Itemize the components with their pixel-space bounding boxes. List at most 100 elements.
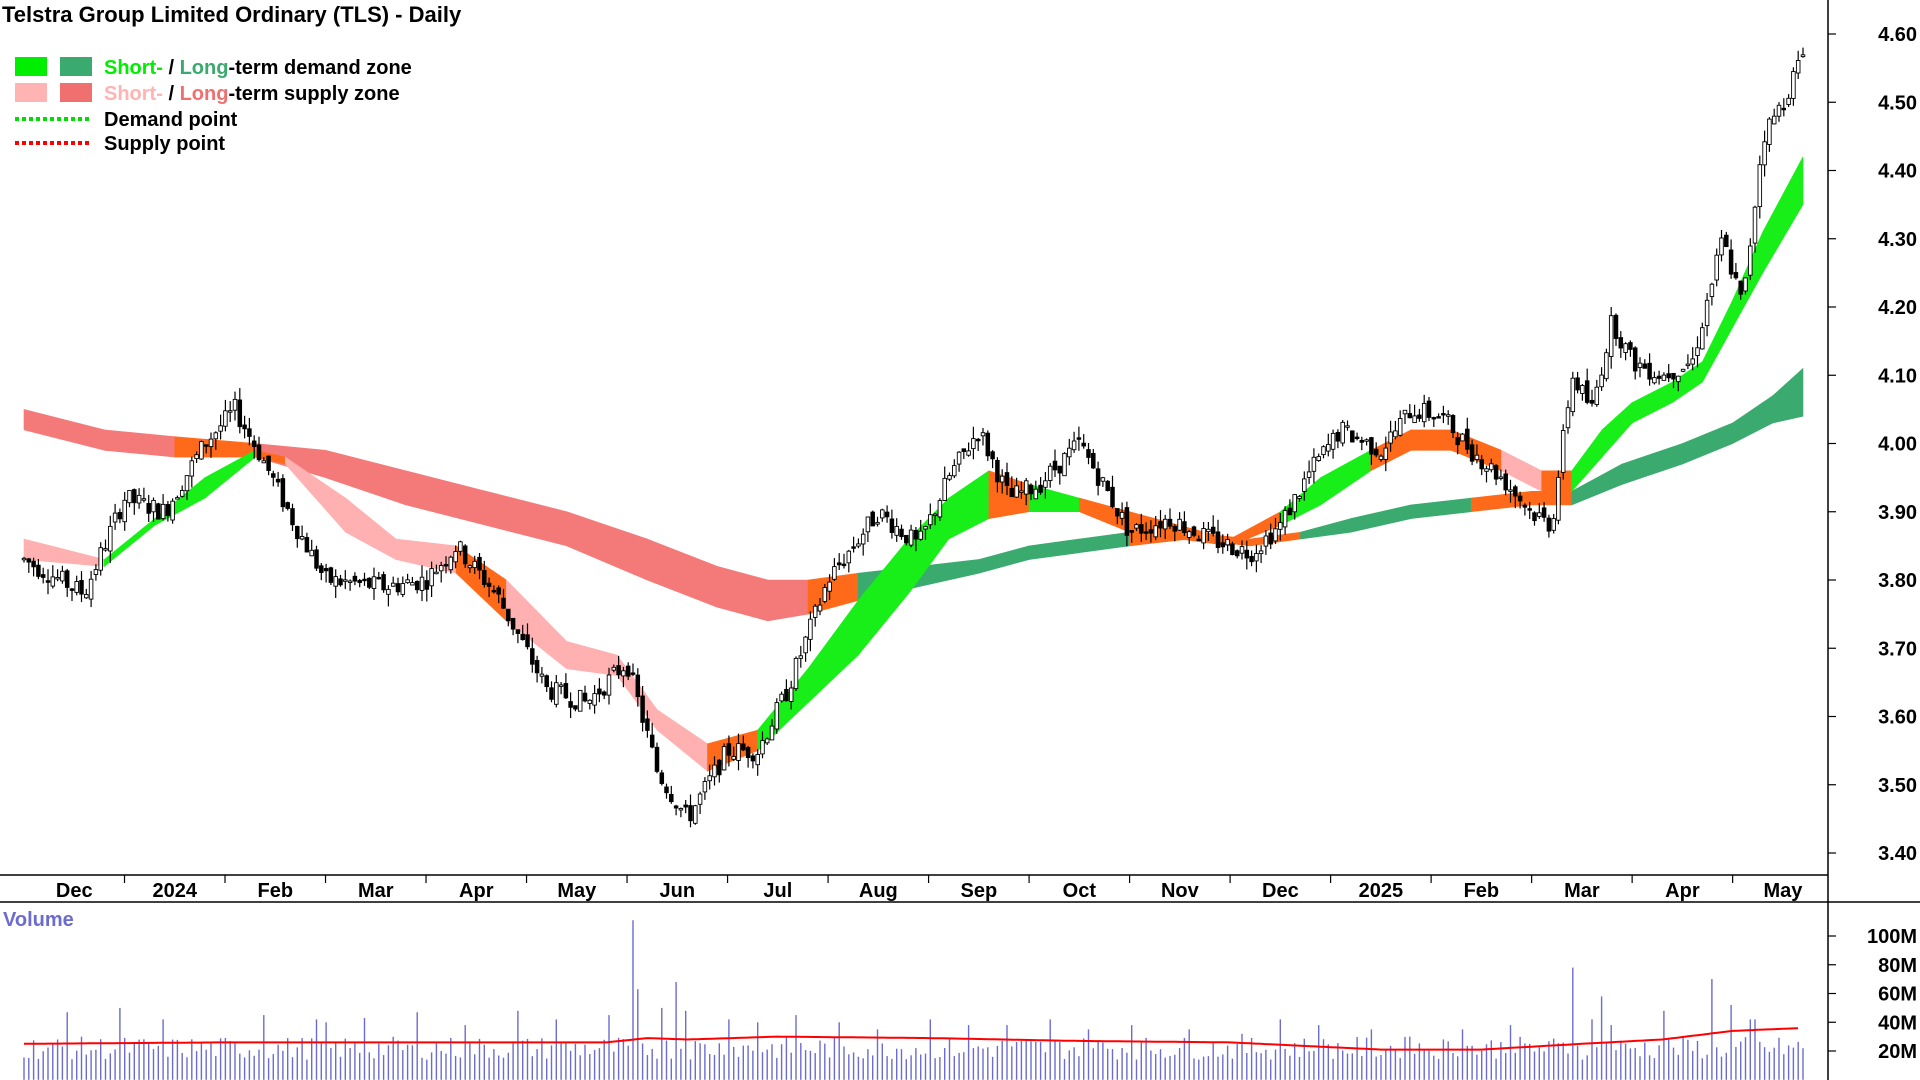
candle-body	[1546, 517, 1552, 532]
candle-body	[860, 533, 866, 545]
candle-body	[798, 655, 804, 659]
candle-body	[659, 772, 665, 784]
candle-body	[1052, 460, 1058, 471]
candle-body	[414, 580, 420, 591]
candle-body	[1354, 436, 1360, 440]
candle-body	[1421, 403, 1427, 423]
price-tick-label: 4.20	[1878, 297, 1917, 319]
candle-body	[1393, 430, 1398, 438]
candle-body	[1023, 480, 1029, 495]
candle-body	[601, 691, 607, 696]
candle-body	[1100, 477, 1106, 482]
candle-body	[203, 444, 209, 447]
candle-body	[1373, 448, 1379, 456]
candle-body	[1220, 542, 1226, 548]
candle-body	[60, 570, 65, 582]
candle-body	[1402, 409, 1408, 415]
candle-body	[194, 454, 199, 460]
candle-body	[889, 518, 895, 533]
candle-body	[712, 764, 717, 778]
short-term-zone-band	[1762, 156, 1804, 275]
candle-body	[549, 687, 554, 700]
candle-body	[79, 580, 84, 595]
candle-body	[443, 564, 449, 567]
candle-body	[1292, 494, 1297, 513]
candle-body	[894, 526, 899, 536]
candle-body	[506, 608, 511, 622]
time-tick-label: Mar	[358, 880, 394, 902]
candle-body	[1661, 374, 1667, 381]
candle-body	[621, 670, 626, 677]
candle-body	[108, 525, 113, 552]
candle-body	[343, 579, 348, 582]
long-term-zone-band	[1531, 491, 1573, 506]
candle-body	[26, 558, 32, 563]
candle-body	[184, 475, 190, 492]
candle-body	[386, 588, 391, 595]
time-tick-label: 2024	[153, 880, 198, 902]
candle-body	[568, 701, 573, 708]
candle-body	[952, 465, 957, 477]
candle-body	[31, 560, 36, 568]
candle-body	[1493, 465, 1499, 480]
candle-body	[338, 578, 343, 586]
candle-body	[482, 570, 487, 585]
candle-body	[836, 562, 842, 566]
candle-body	[232, 398, 238, 411]
candle-body	[1383, 447, 1389, 460]
candle-body	[741, 743, 746, 751]
legend-label: Supply point	[104, 133, 225, 155]
candle-body	[1436, 416, 1441, 419]
candle-body	[438, 565, 444, 572]
candle-body	[1407, 413, 1413, 419]
candle-body	[1258, 550, 1264, 555]
candle-body	[975, 438, 981, 442]
candle-body	[1249, 555, 1254, 563]
candle-body	[1618, 337, 1624, 349]
candle-body	[760, 740, 765, 755]
candle-body	[285, 502, 290, 509]
candle-body	[1642, 363, 1648, 369]
volume-panel: Volume 100M 80M 60M 40M 20M	[3, 909, 1917, 1080]
candle-body	[1033, 488, 1039, 500]
candle-body	[237, 399, 243, 428]
candle-body	[290, 508, 295, 526]
candle-body	[1748, 245, 1753, 276]
candle-body	[1628, 342, 1633, 350]
candle-body	[971, 438, 976, 450]
legend-rest: -term demand zone	[228, 57, 411, 79]
price-tick-label: 4.60	[1878, 24, 1917, 46]
candle-body	[1757, 164, 1763, 208]
candle-body	[1695, 347, 1700, 356]
candle-body	[980, 432, 986, 437]
candle-body	[875, 522, 880, 525]
candle-body	[1685, 363, 1691, 367]
candle-body	[803, 636, 808, 654]
candle-body	[1728, 249, 1734, 275]
candle-body	[189, 460, 195, 477]
candle-body	[304, 537, 310, 553]
candle-body	[530, 648, 535, 665]
candle-body	[525, 634, 530, 648]
candle-body	[1397, 418, 1403, 436]
candle-body	[985, 432, 991, 457]
candle-body	[995, 459, 1000, 483]
candle-body	[592, 693, 597, 706]
candle-body	[1776, 104, 1782, 117]
candle-body	[846, 550, 852, 564]
candle-body	[1594, 386, 1600, 405]
candle-body	[1498, 476, 1504, 479]
candle-body	[1254, 553, 1259, 562]
candle-body	[673, 805, 679, 809]
time-axis: Dec 2024 Feb Mar Apr May Jun Jul Aug Sep Oct Nov Dec…	[56, 875, 1803, 902]
candle-body	[1632, 347, 1638, 372]
candle-body	[156, 503, 161, 520]
candle-body	[851, 546, 856, 549]
price-tick-label: 4.50	[1878, 92, 1917, 114]
candle-body	[295, 525, 300, 540]
candle-body	[1263, 535, 1269, 547]
candle-body	[1800, 54, 1806, 58]
candle-body	[510, 617, 516, 630]
candle-body	[36, 564, 41, 577]
